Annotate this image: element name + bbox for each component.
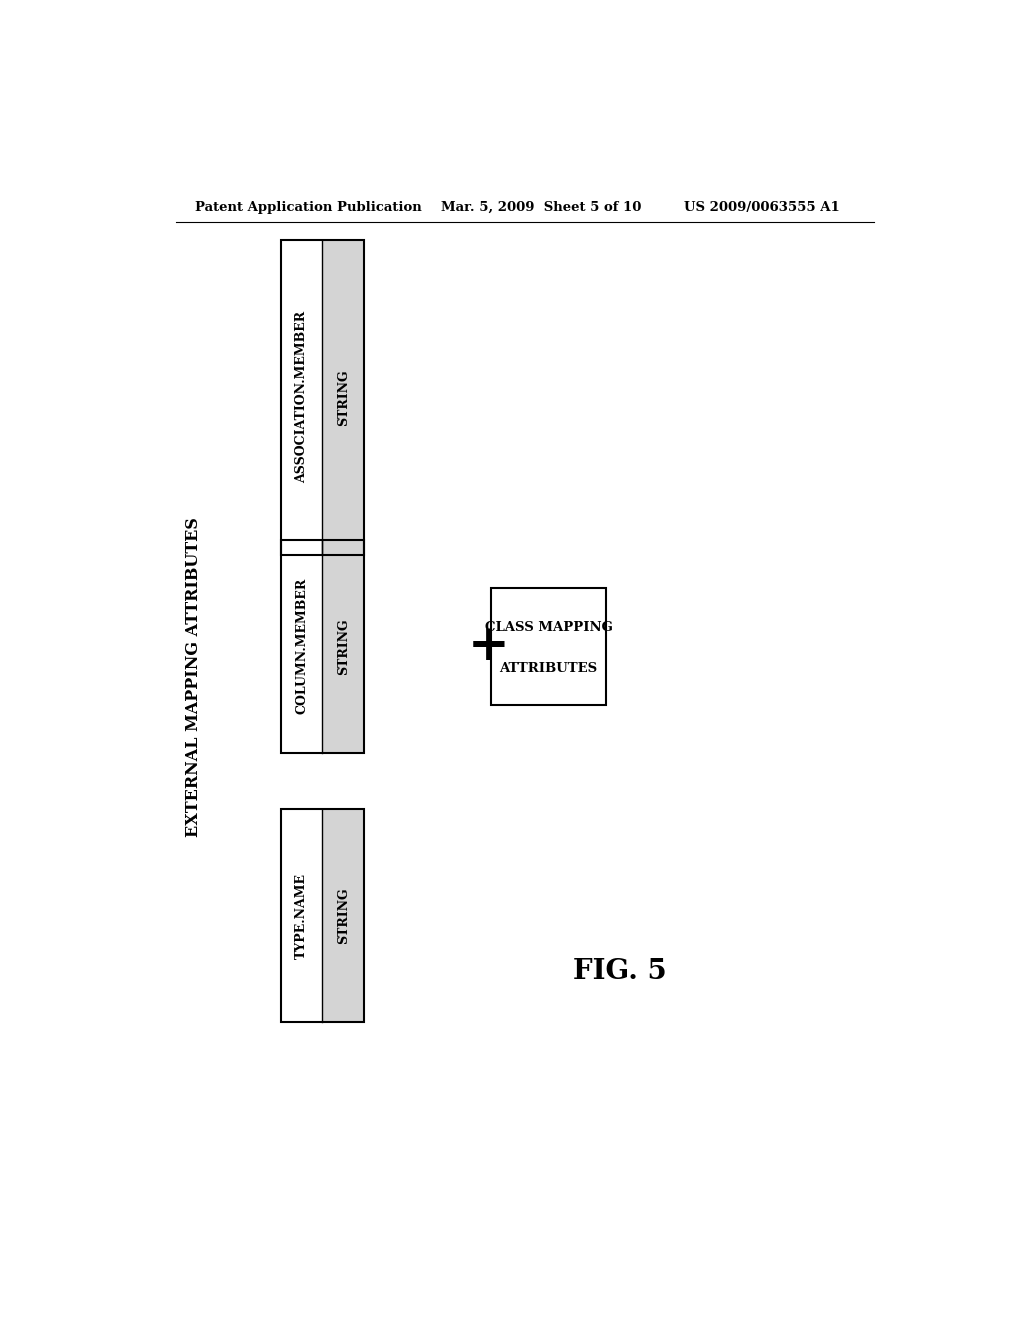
Text: Mar. 5, 2009  Sheet 5 of 10: Mar. 5, 2009 Sheet 5 of 10 [441, 201, 642, 214]
Bar [281, 540, 365, 752]
Text: ASSOCIATION.MEMBER: ASSOCIATION.MEMBER [295, 312, 308, 483]
Text: ATTRIBUTES: ATTRIBUTES [500, 663, 598, 675]
Text: US 2009/0063555 A1: US 2009/0063555 A1 [684, 201, 840, 214]
Text: CLASS MAPPING: CLASS MAPPING [484, 622, 612, 635]
Bar [281, 540, 323, 752]
Bar [281, 809, 365, 1022]
Bar [492, 587, 606, 705]
Text: COLUMN.MEMBER: COLUMN.MEMBER [295, 578, 308, 714]
Text: STRING: STRING [337, 887, 350, 944]
Text: Patent Application Publication: Patent Application Publication [196, 201, 422, 214]
Bar [323, 809, 365, 1022]
Text: EXTERNAL MAPPING ATTRIBUTES: EXTERNAL MAPPING ATTRIBUTES [184, 517, 202, 837]
Bar [281, 809, 323, 1022]
Bar [323, 240, 365, 554]
Text: TYPE.NAME: TYPE.NAME [295, 873, 308, 958]
Text: STRING: STRING [337, 370, 350, 425]
Bar [281, 240, 323, 554]
Bar [281, 240, 365, 554]
Text: STRING: STRING [337, 618, 350, 675]
Bar [323, 540, 365, 752]
Text: +: + [468, 622, 510, 671]
Text: FIG. 5: FIG. 5 [573, 958, 667, 985]
